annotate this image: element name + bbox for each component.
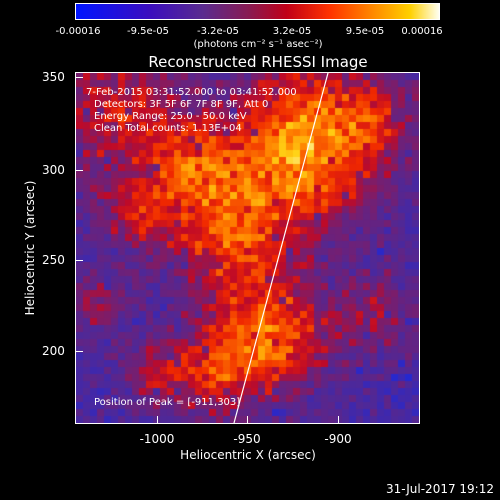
- colorbar-tick-label: 3.2e-05: [272, 26, 312, 37]
- colorbar: [75, 3, 440, 20]
- y-tick-label: 350: [42, 70, 65, 84]
- image-title: Reconstructed RHESSI Image: [148, 53, 368, 71]
- y-axis-label: Heliocentric Y (arcsec): [23, 180, 37, 316]
- y-tick-label: 300: [42, 163, 65, 177]
- y-tick-label: 200: [42, 344, 65, 358]
- x-tick-label: -900: [324, 432, 352, 446]
- colorbar-tick-label: 0.00016: [401, 26, 443, 37]
- clean-counts-annotation: Clean Total counts: 1.13E+04: [94, 123, 242, 134]
- colorbar-tick-label: -3.2e-05: [197, 26, 239, 37]
- x-axis-label: Heliocentric X (arcsec): [180, 448, 316, 462]
- y-tick-label: 250: [42, 253, 65, 267]
- limb-overlay: [233, 73, 329, 423]
- colorbar-tick-label: 9.5e-05: [345, 26, 385, 37]
- rhessi-image-plot: 7-Feb-2015 03:31:52.000 to 03:41:52.000 …: [75, 72, 420, 424]
- timestamp-footer: 31-Jul-2017 19:12: [385, 482, 494, 496]
- energy-range-annotation: Energy Range: 25.0 - 50.0 keV: [94, 111, 247, 122]
- time-range-annotation: 7-Feb-2015 03:31:52.000 to 03:41:52.000: [86, 87, 297, 98]
- reconstructed-image-map: [76, 73, 419, 423]
- colorbar-tick-label: -0.00016: [55, 26, 101, 37]
- peak-position-annotation: Position of Peak = [-911,303]: [94, 397, 241, 408]
- detectors-annotation: Detectors: 3F 5F 6F 7F 8F 9F, Att 0: [94, 99, 269, 110]
- x-tick-label: -950: [233, 432, 261, 446]
- colorbar-unit-label: (photons cm⁻² s⁻¹ asec⁻²): [193, 39, 323, 50]
- solar-limb-line: [233, 73, 329, 423]
- colorbar-tick-label: -9.5e-05: [127, 26, 169, 37]
- x-tick-label: -1000: [139, 432, 175, 446]
